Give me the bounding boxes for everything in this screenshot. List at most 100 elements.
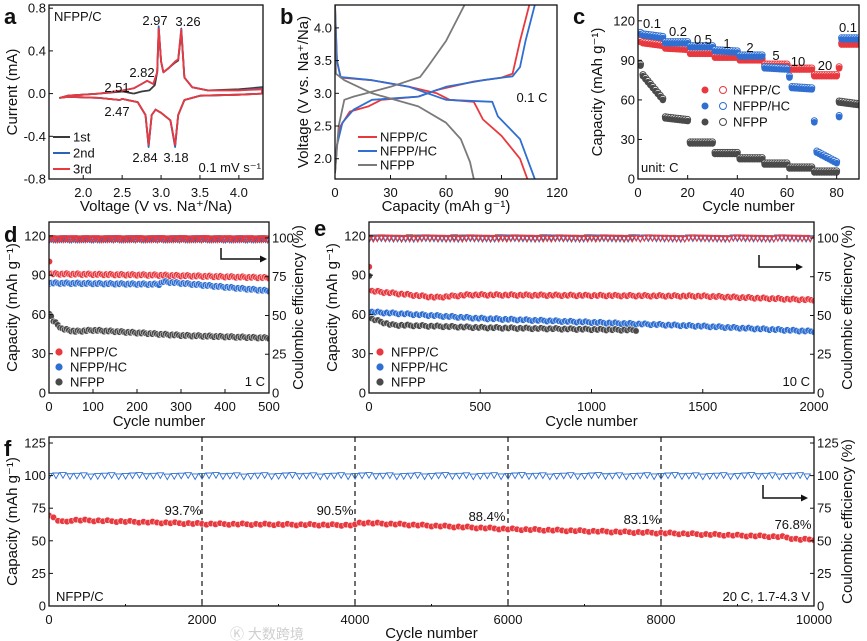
x-tick-label: 20 bbox=[680, 185, 694, 200]
ce-marker bbox=[429, 235, 438, 243]
ce-marker bbox=[59, 472, 67, 480]
x-tick-label: 500 bbox=[258, 399, 280, 414]
right-axis-arrow bbox=[758, 255, 798, 268]
x-tick-label: 3.0 bbox=[152, 185, 170, 200]
x-axis-title: Cycle number bbox=[385, 625, 478, 641]
ce-marker bbox=[580, 473, 589, 480]
panel-c bbox=[637, 4, 860, 180]
ce-marker bbox=[191, 473, 200, 481]
legend-label: 2nd bbox=[73, 146, 95, 161]
ce-marker bbox=[482, 235, 491, 243]
discharge-marker bbox=[684, 117, 691, 125]
x-tick-label: 8000 bbox=[647, 612, 676, 627]
x-axis-title: Cycle number bbox=[113, 413, 206, 430]
rate-label: 0.1 C bbox=[516, 90, 547, 105]
ce-marker bbox=[65, 236, 74, 244]
y-tick-label: 30 bbox=[32, 346, 46, 361]
ce-marker bbox=[392, 473, 401, 481]
ce-marker bbox=[660, 235, 669, 243]
ce-marker bbox=[518, 472, 526, 480]
x-tick-label: 40 bbox=[730, 185, 744, 200]
ce-marker bbox=[545, 473, 554, 481]
x-tick-label: 400 bbox=[214, 399, 236, 414]
ce-marker bbox=[671, 472, 679, 480]
x-tick-label: 90 bbox=[494, 185, 508, 200]
ce-marker bbox=[497, 473, 506, 481]
ce-marker bbox=[246, 473, 255, 481]
ce-marker bbox=[52, 472, 61, 480]
plot-frame bbox=[48, 221, 270, 394]
ce-marker bbox=[389, 235, 398, 243]
ce-marker bbox=[109, 236, 118, 244]
ce-marker bbox=[405, 235, 414, 243]
rate-label: 0.1 bbox=[643, 16, 661, 31]
ce-marker bbox=[559, 472, 568, 480]
panel-letter: b bbox=[280, 4, 293, 29]
ce-marker bbox=[330, 472, 339, 480]
y2-tick-label: 50 bbox=[272, 308, 286, 323]
ce-marker bbox=[514, 235, 523, 243]
peak-label: 2.51 bbox=[104, 80, 129, 95]
ce-marker bbox=[351, 473, 360, 480]
ce-marker bbox=[803, 473, 812, 481]
ce-marker bbox=[207, 236, 216, 244]
legend-filled-marker bbox=[701, 86, 709, 94]
y-tick-label: 0 bbox=[39, 599, 46, 614]
ce-marker bbox=[381, 235, 390, 243]
y-tick-label: 125 bbox=[24, 435, 46, 450]
ce-marker bbox=[281, 472, 290, 480]
unit-label: unit: C bbox=[641, 160, 679, 175]
ce-marker bbox=[483, 472, 492, 480]
x-tick-label: 4.0 bbox=[230, 185, 248, 200]
ce-marker bbox=[191, 236, 200, 244]
x-tick-label: 500 bbox=[469, 399, 491, 414]
ce-marker bbox=[385, 235, 394, 243]
ce-marker bbox=[466, 235, 475, 243]
ce-marker bbox=[579, 236, 588, 244]
x-tick-label: 1000 bbox=[577, 399, 606, 414]
ce-marker bbox=[773, 235, 782, 243]
ce-marker bbox=[399, 473, 408, 481]
y-tick-label: 120 bbox=[24, 228, 46, 243]
y2-tick-label: 50 bbox=[817, 308, 831, 323]
legend-label: NFPP bbox=[391, 375, 426, 390]
ce-marker bbox=[587, 472, 596, 480]
ce-marker bbox=[149, 472, 158, 480]
ce-marker bbox=[636, 236, 645, 244]
peak-label: 2.47 bbox=[104, 104, 129, 119]
ce-marker bbox=[573, 473, 582, 481]
ce-marker bbox=[688, 235, 697, 243]
ce-marker bbox=[567, 235, 576, 243]
ce-marker bbox=[539, 235, 548, 243]
ce-marker bbox=[81, 236, 90, 244]
retention-label: 93.7% bbox=[165, 503, 202, 518]
ce-marker bbox=[397, 235, 406, 243]
ce-marker bbox=[409, 236, 418, 244]
peak-label: 2.97 bbox=[142, 13, 167, 28]
ce-marker bbox=[741, 235, 750, 243]
legend-hollow-marker bbox=[719, 86, 727, 94]
ce-marker bbox=[583, 235, 592, 243]
y2-axis-title: Coulombic efficiency (%) bbox=[290, 225, 307, 390]
ce-marker bbox=[406, 472, 415, 480]
ce-marker bbox=[425, 235, 434, 243]
ce-marker bbox=[595, 235, 604, 243]
ce-marker bbox=[713, 236, 722, 244]
legend-label: NFPP/HC bbox=[70, 360, 127, 375]
ce-marker bbox=[153, 236, 162, 244]
legend-label: 1st bbox=[73, 130, 91, 145]
discharge-marker bbox=[808, 86, 816, 93]
discharge-marker bbox=[783, 66, 791, 73]
ce-marker bbox=[761, 235, 770, 243]
y2-tick-label: 100 bbox=[272, 230, 294, 245]
ce-marker bbox=[691, 472, 700, 480]
rate-label: 5 bbox=[772, 48, 779, 63]
ce-marker bbox=[607, 235, 616, 243]
peak-label: 2.84 bbox=[132, 150, 157, 165]
ce-marker bbox=[434, 472, 443, 480]
y2-tick-label: 25 bbox=[817, 347, 831, 362]
x-tick-label: 60 bbox=[780, 185, 794, 200]
ce-marker bbox=[777, 235, 786, 243]
ce-marker bbox=[119, 236, 128, 244]
rate-label: 20 bbox=[818, 58, 832, 73]
